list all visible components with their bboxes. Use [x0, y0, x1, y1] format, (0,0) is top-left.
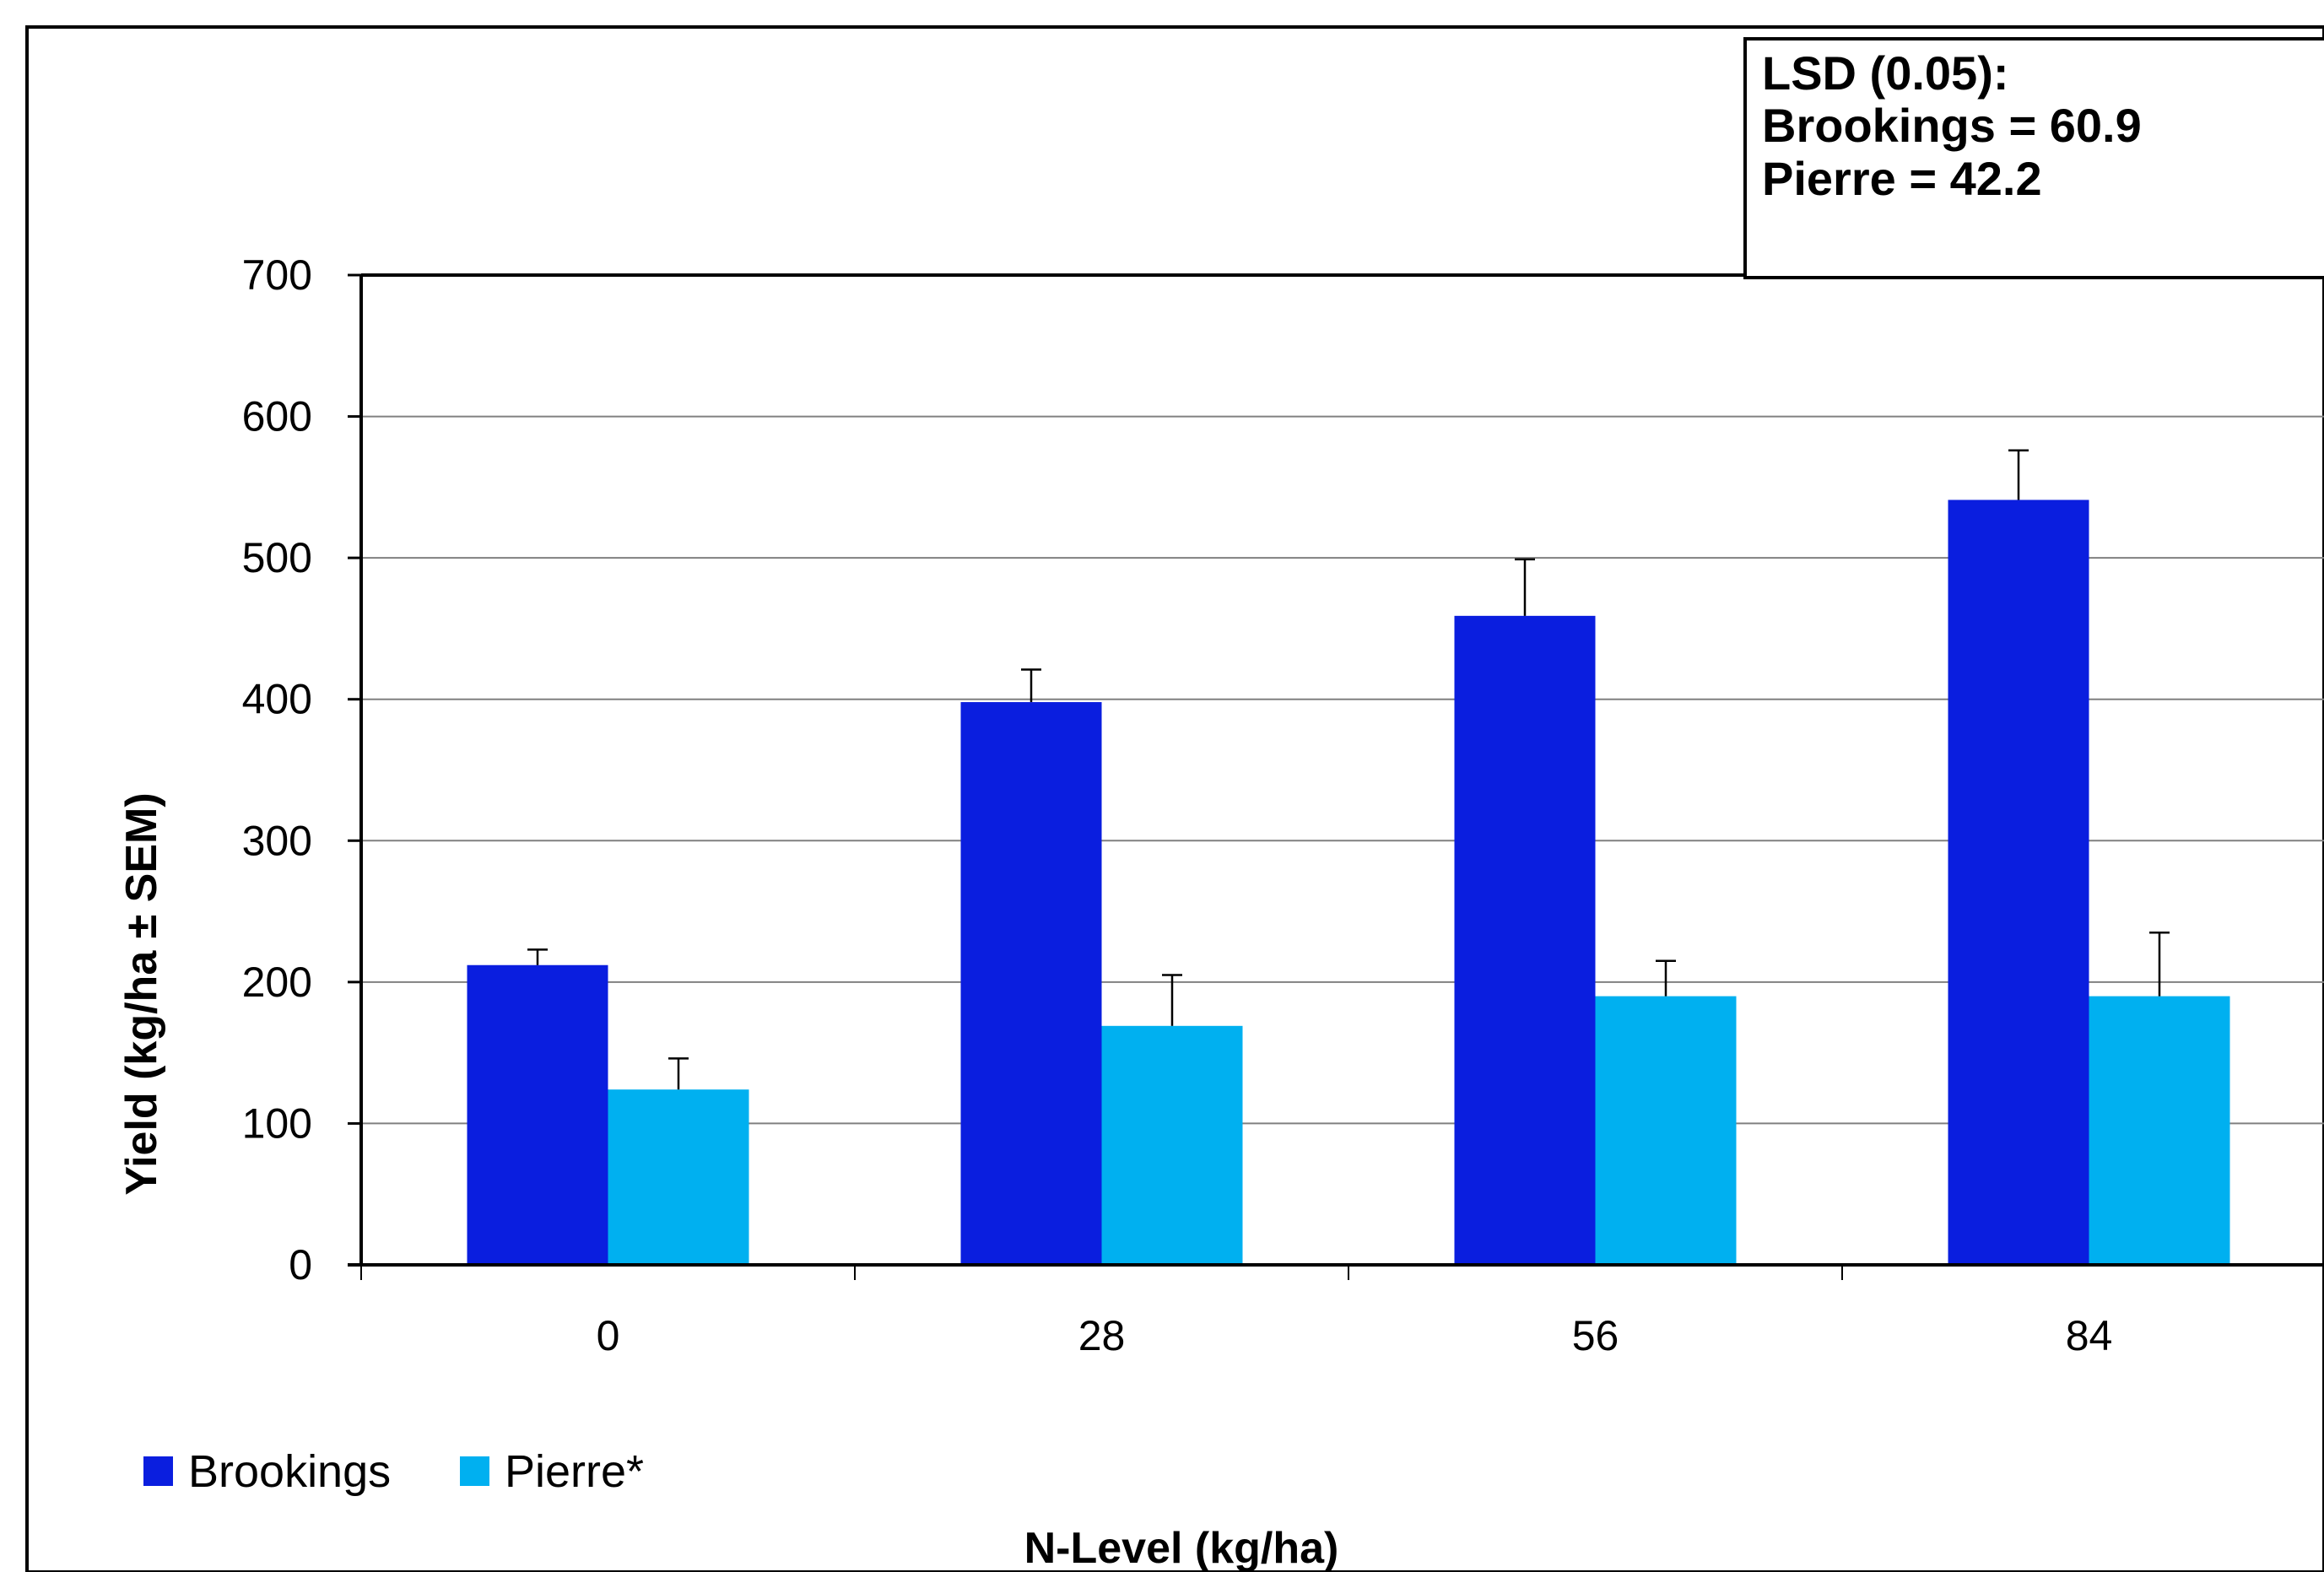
x-axis-title: N-Level (kg/ha) [1024, 1524, 1339, 1572]
legend: Brookings Pierre* [143, 1446, 644, 1497]
lsd-annotation-line: LSD (0.05): [1762, 46, 2009, 100]
y-tick-label: 500 [242, 534, 312, 581]
legend-swatch [143, 1456, 173, 1486]
bar [1948, 500, 2089, 1265]
x-tick-label: 56 [1572, 1312, 1619, 1359]
x-tick-label: 84 [2066, 1312, 2113, 1359]
y-axis-title: Yield (kg/ha ± SEM) [117, 792, 166, 1195]
y-tick-label: 100 [242, 1099, 312, 1147]
lsd-annotation-box [1743, 37, 2324, 279]
bar [1454, 615, 1596, 1265]
legend-label: Brookings [188, 1446, 391, 1497]
x-tick-label: 28 [1078, 1312, 1126, 1359]
y-tick-label: 0 [289, 1241, 312, 1288]
y-tick-label: 400 [242, 676, 312, 723]
lsd-annotation-line: Brookings = 60.9 [1762, 99, 2142, 152]
y-tick-label: 300 [242, 817, 312, 864]
chart-area-border [25, 25, 2324, 1572]
y-tick-label: 200 [242, 959, 312, 1006]
lsd-annotation-line: Pierre = 42.2 [1762, 152, 2042, 205]
bar [467, 964, 608, 1265]
legend-swatch [460, 1456, 489, 1486]
y-tick-labels: 0 100 200 300 400 500 600 700 [242, 251, 312, 1288]
bars [467, 449, 2230, 1265]
bar [960, 702, 1102, 1265]
bar [1101, 1025, 1243, 1265]
bar [1595, 996, 1737, 1265]
x-tick-label: 0 [597, 1312, 620, 1359]
bar [2089, 996, 2230, 1265]
legend-label: Pierre* [505, 1446, 644, 1497]
bar [608, 1089, 749, 1265]
x-tick-labels: 0 28 56 84 [597, 1312, 2113, 1359]
y-tick-label: 700 [242, 251, 312, 299]
y-tick-label: 600 [242, 393, 312, 440]
